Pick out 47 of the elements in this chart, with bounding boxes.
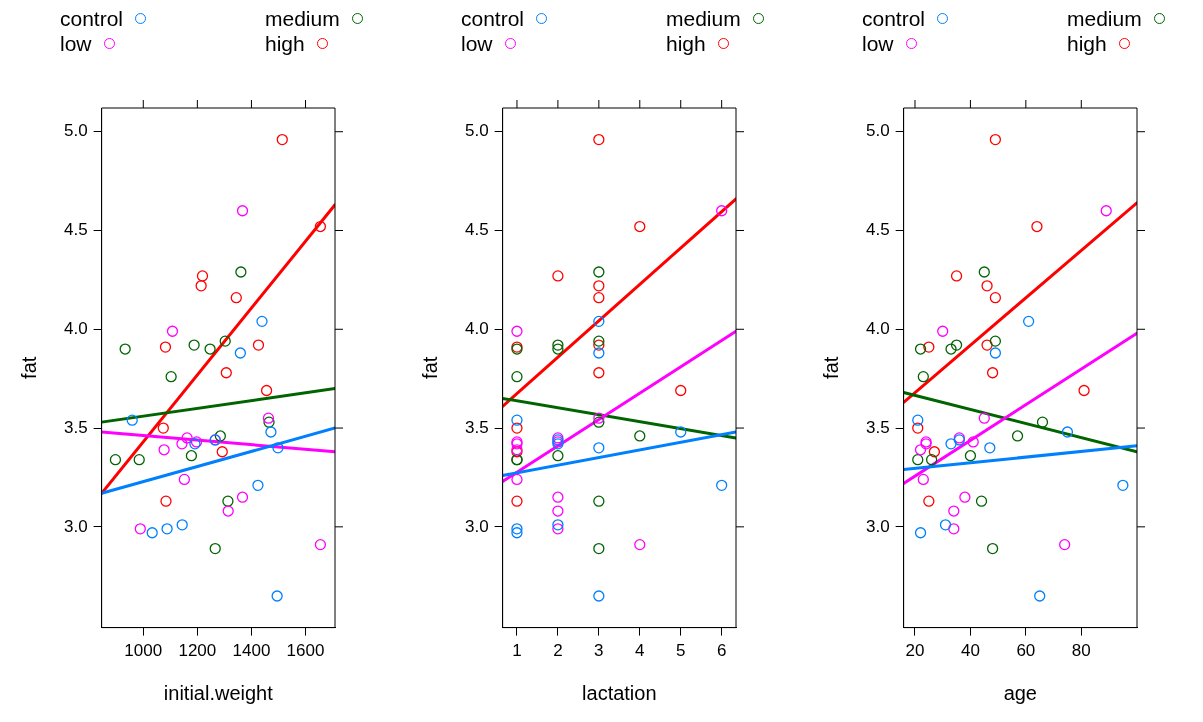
- x-tick-label: 2: [553, 641, 563, 661]
- y-tick-label: 5.0: [464, 121, 489, 141]
- y-tick-label: 3.5: [865, 417, 890, 437]
- legend-label: control: [461, 6, 525, 31]
- legend-label: low: [461, 31, 493, 56]
- y-axis-title: fat: [17, 356, 40, 379]
- x-tick-label: 80: [1071, 641, 1091, 661]
- legend-label: medium: [265, 6, 340, 31]
- legend-label: low: [60, 31, 92, 56]
- y-tick-label: 4.5: [865, 220, 890, 240]
- y-tick-label: 5.0: [865, 121, 890, 141]
- x-tick-label: 1600: [286, 641, 325, 661]
- legend-label: high: [1067, 31, 1107, 56]
- x-tick-label: 5: [675, 641, 686, 661]
- legend-label: medium: [666, 6, 741, 31]
- x-tick-label: 4: [635, 641, 645, 661]
- x-axis-title: age: [1003, 681, 1037, 704]
- y-tick-label: 3.0: [464, 516, 489, 536]
- y-tick-label: 3.0: [865, 516, 890, 536]
- y-tick-label: 3.5: [464, 417, 489, 437]
- x-axis-title: lactation: [582, 681, 657, 704]
- x-tick-label: 40: [960, 641, 980, 661]
- y-tick-label: 4.0: [464, 318, 489, 338]
- legend-label: high: [265, 31, 305, 56]
- x-tick-label: 1: [512, 641, 522, 661]
- y-tick-label: 4.5: [464, 220, 489, 240]
- legend-label: control: [862, 6, 926, 31]
- y-tick-label: 3.5: [63, 417, 88, 437]
- legend-label: high: [666, 31, 706, 56]
- y-axis-title: fat: [418, 356, 441, 379]
- y-tick-label: 4.0: [865, 318, 890, 338]
- x-tick-label: 6: [716, 641, 727, 661]
- x-tick-label: 1400: [232, 641, 271, 661]
- x-tick-label: 1000: [124, 641, 163, 661]
- x-tick-label: 3: [594, 641, 604, 661]
- x-tick-label: 1200: [178, 641, 217, 661]
- legend-label: control: [60, 6, 124, 31]
- y-tick-label: 5.0: [63, 121, 88, 141]
- legend-label: medium: [1067, 6, 1142, 31]
- y-tick-label: 4.0: [63, 318, 88, 338]
- x-axis-title: initial.weight: [163, 681, 274, 704]
- y-tick-label: 4.5: [63, 220, 88, 240]
- y-axis-title: fat: [819, 356, 842, 379]
- x-tick-label: 60: [1016, 641, 1036, 661]
- x-tick-label: 20: [905, 641, 925, 661]
- legend-label: low: [862, 31, 894, 56]
- y-tick-label: 3.0: [63, 516, 88, 536]
